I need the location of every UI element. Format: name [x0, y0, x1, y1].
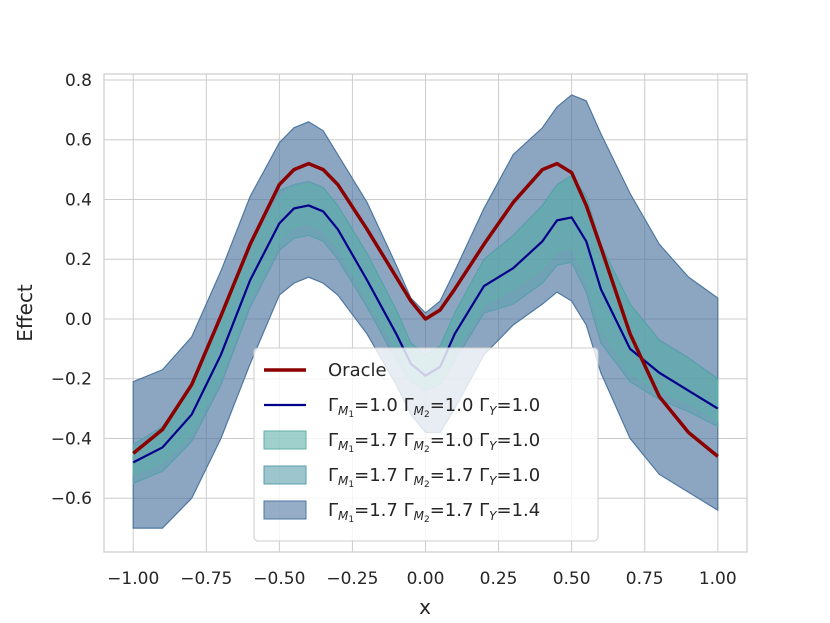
legend-label: ΓM1=1.7 ΓM2=1.0 ΓY=1.0	[328, 430, 540, 455]
legend-band-swatch	[263, 430, 307, 450]
legend-label: ΓM1=1.0 ΓM2=1.0 ΓY=1.0	[328, 395, 540, 420]
x-tick-label: −0.75	[180, 569, 232, 589]
legend-label: Oracle	[328, 360, 387, 381]
x-axis-ticks: −1.00 −0.75 −0.50 −0.25 0.00 0.25 0.50 0.75 1.00	[107, 569, 737, 589]
x-tick-label: 0.00	[407, 569, 445, 589]
legend: Oracle ΓM1=1.0 ΓM2=1.0 ΓY=1.0 ΓM1=1.7 ΓM2=…	[253, 347, 599, 542]
y-tick-label: −0.6	[51, 489, 92, 509]
y-tick-label: −0.4	[51, 429, 92, 449]
legend-box	[253, 347, 599, 542]
x-tick-label: 1.00	[699, 569, 737, 589]
legend-band-swatch	[263, 465, 307, 485]
x-tick-label: −1.00	[107, 569, 159, 589]
y-tick-label: −0.2	[51, 370, 92, 390]
x-tick-label: 0.75	[626, 569, 664, 589]
x-tick-label: 0.50	[553, 569, 591, 589]
plot-frame	[103, 73, 748, 553]
y-tick-label: 0.4	[65, 190, 92, 210]
band-3	[132, 174, 719, 485]
oracle-line	[132, 161, 719, 458]
x-tick-label: −0.25	[326, 569, 378, 589]
y-tick-label: 0.6	[65, 131, 92, 151]
confidence-bands	[132, 94, 719, 529]
legend-label: ΓM1=1.7 ΓM2=1.7 ΓY=1.4	[328, 500, 540, 525]
band-2	[132, 177, 719, 476]
y-tick-label: 0.8	[65, 71, 92, 91]
legend-band-swatch	[263, 500, 307, 520]
x-axis-label: x	[419, 595, 431, 619]
x-tick-label: −0.50	[253, 569, 305, 589]
y-tick-label: 0.0	[65, 310, 92, 330]
y-axis-label: Effect	[13, 284, 37, 342]
x-tick-label: 0.25	[480, 569, 518, 589]
legend-label: ΓM1=1.7 ΓM2=1.7 ΓY=1.0	[328, 465, 540, 490]
y-tick-label: 0.2	[65, 250, 92, 270]
y-axis-ticks: −0.6 −0.4 −0.2 0.0 0.2 0.4 0.6 0.8	[51, 71, 92, 509]
